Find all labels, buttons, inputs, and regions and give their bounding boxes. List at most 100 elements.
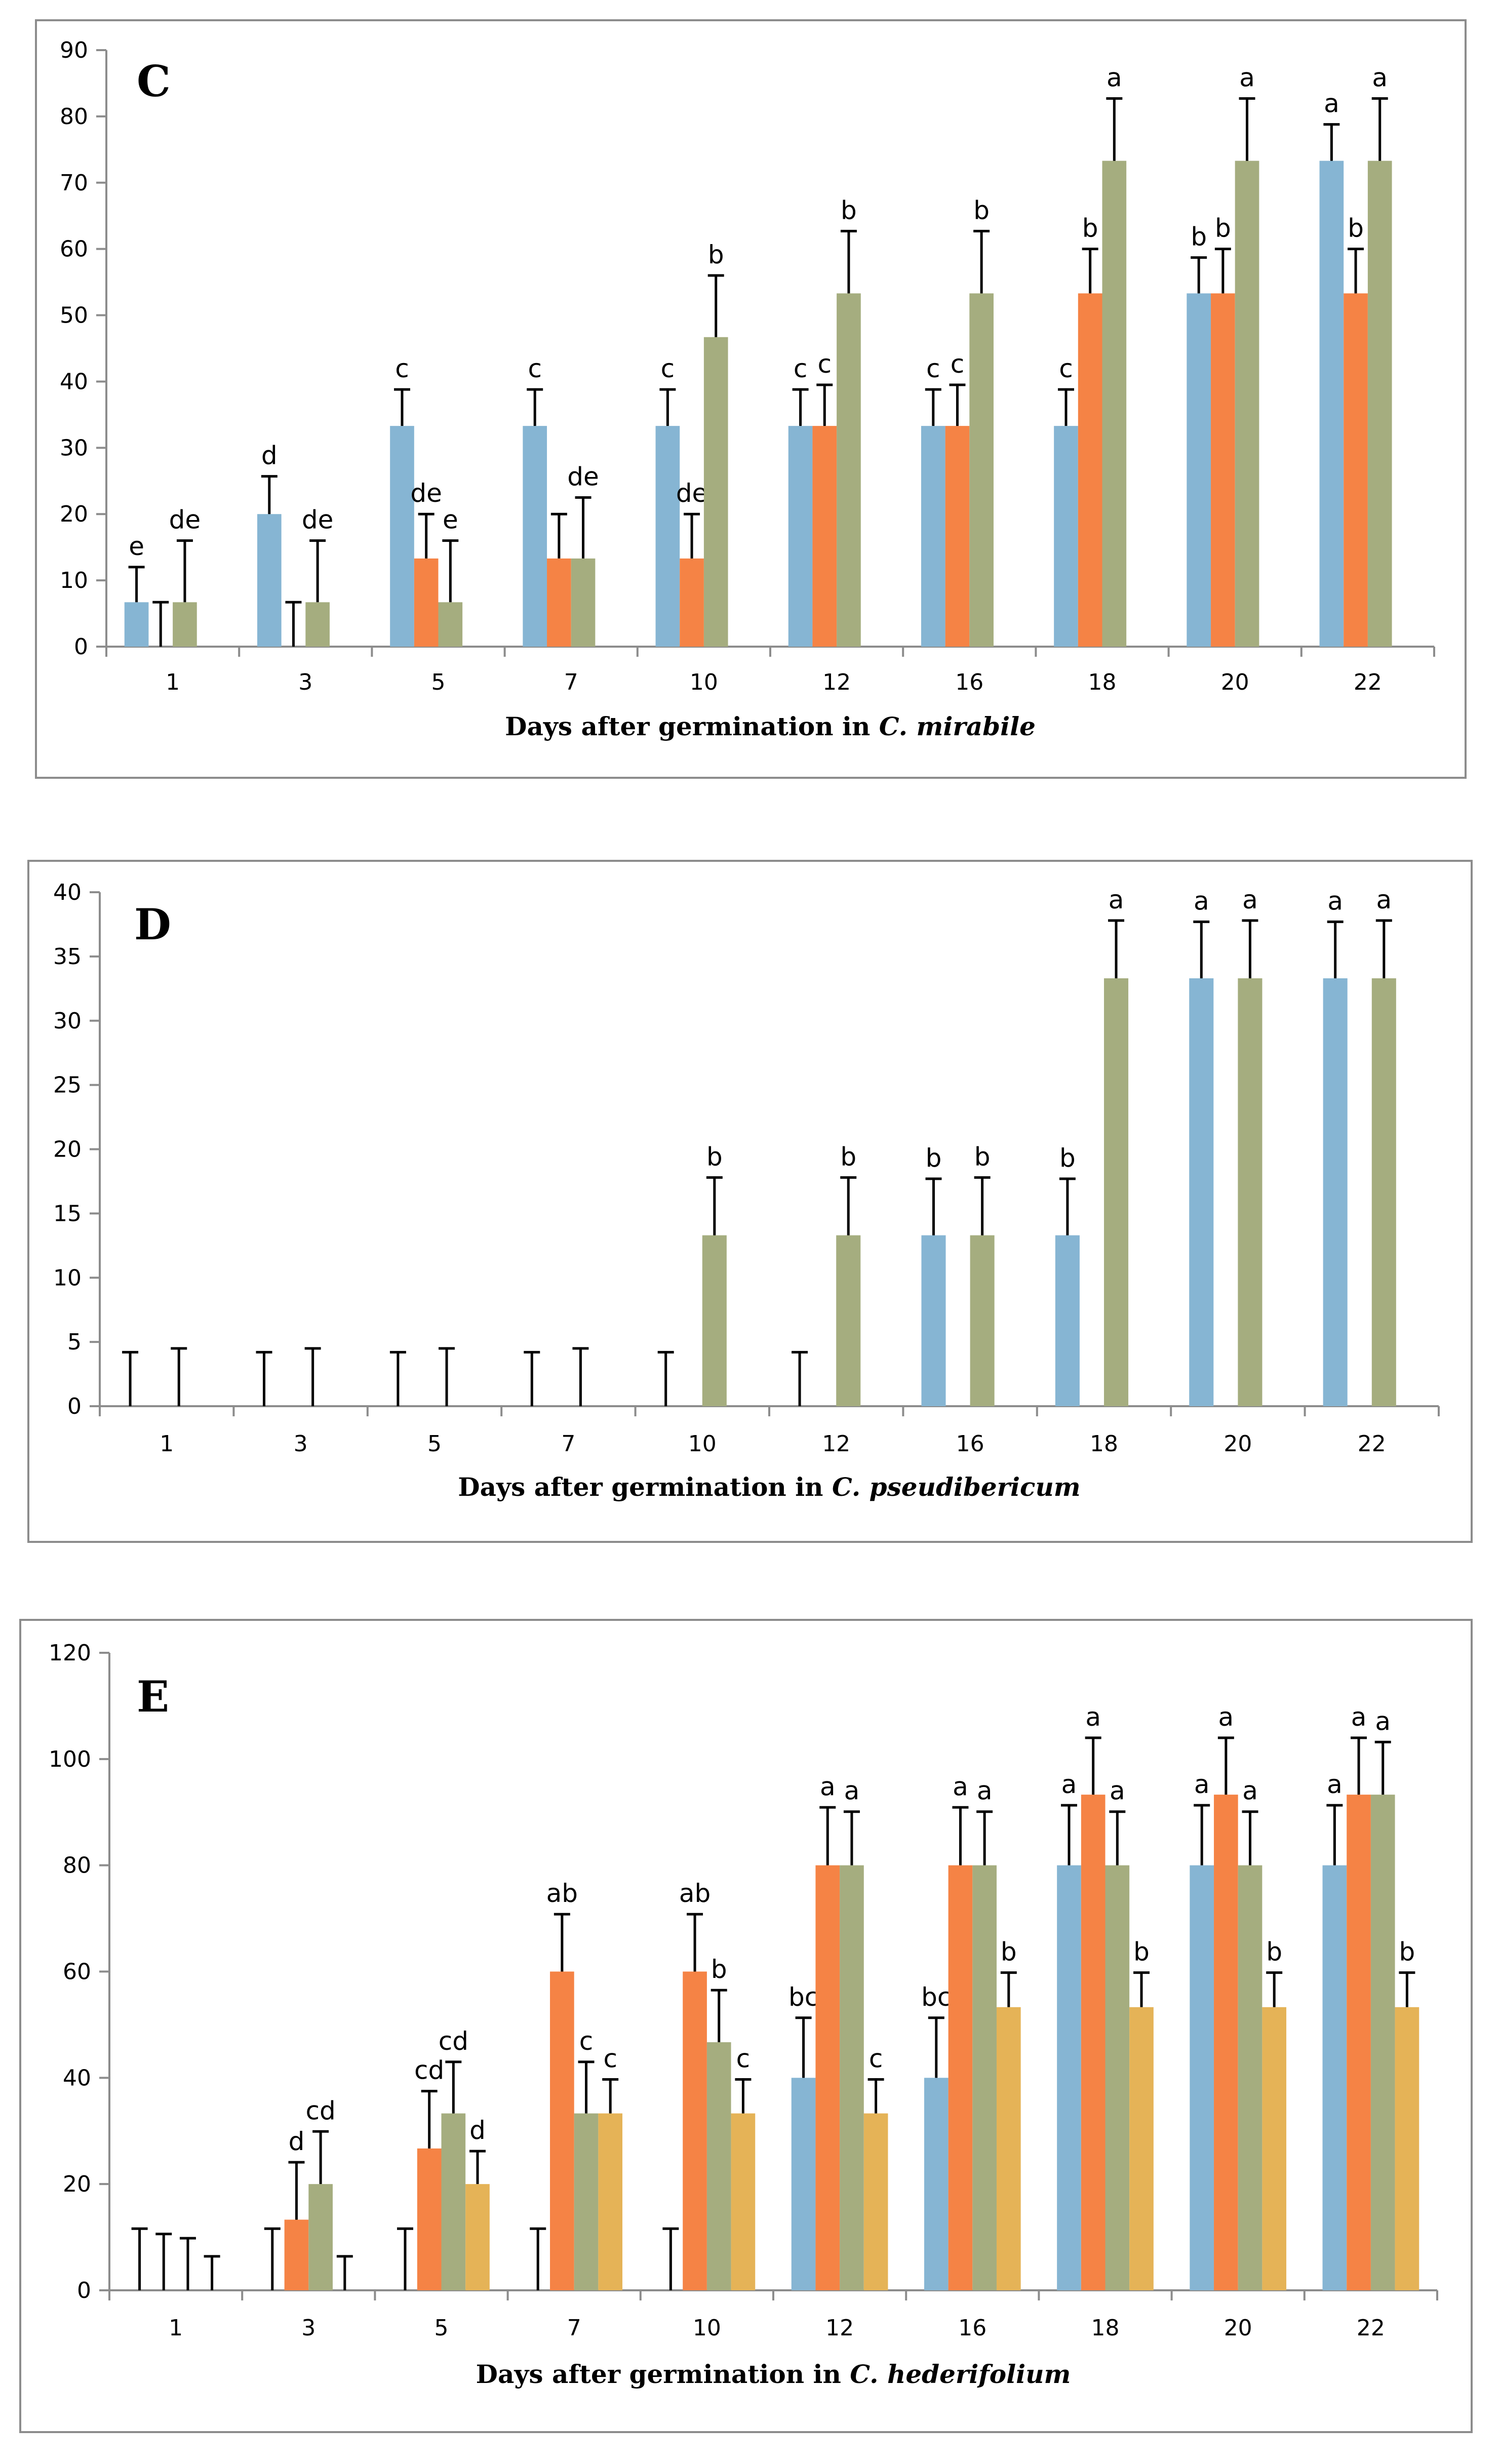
x-tick-label: 22 (1357, 2315, 1385, 2341)
significance-label: bc (788, 1982, 818, 2012)
bar (173, 602, 197, 647)
significance-label: a (1107, 63, 1122, 93)
bar (1189, 978, 1214, 1406)
x-tick-label: 12 (822, 669, 851, 695)
significance-label: de (169, 505, 201, 535)
bar (523, 426, 547, 647)
bar (257, 514, 282, 647)
bar (1344, 293, 1368, 647)
y-tick-label: 60 (63, 1959, 91, 1985)
significance-label: c (528, 354, 542, 383)
y-tick-label: 20 (53, 1137, 82, 1163)
bar (840, 1865, 864, 2290)
significance-label: b (1191, 222, 1207, 252)
significance-label: b (840, 1142, 856, 1171)
significance-label: a (1194, 1770, 1210, 1799)
significance-label: a (1109, 885, 1124, 915)
bar (791, 2078, 816, 2290)
significance-label: de (567, 462, 599, 492)
significance-label: b (1266, 1937, 1282, 1967)
bar (680, 558, 704, 647)
y-tick-label: 5 (67, 1329, 82, 1355)
bar (124, 602, 149, 647)
x-tick-label: 1 (160, 1431, 174, 1457)
bar (1370, 1795, 1395, 2290)
significance-label: a (1375, 1706, 1391, 1736)
significance-label: d (261, 441, 278, 470)
y-tick-label: 50 (60, 303, 88, 329)
significance-label: c (661, 354, 675, 383)
x-tick-label: 18 (1090, 1431, 1118, 1457)
significance-label: c (736, 2044, 751, 2073)
bar (1105, 1865, 1130, 2290)
x-axis-title-species: C. mirabile (879, 711, 1036, 741)
bar (1102, 161, 1127, 647)
bar (1211, 293, 1235, 647)
significance-label: bc (921, 1982, 951, 2012)
bar (837, 293, 861, 647)
x-tick-label: 1 (169, 2315, 183, 2341)
bar (731, 2113, 756, 2290)
y-tick-label: 60 (60, 236, 88, 262)
bar (1322, 1865, 1347, 2290)
bar (1238, 978, 1262, 1406)
x-tick-label: 16 (955, 669, 983, 695)
significance-label: a (1324, 89, 1339, 118)
bar (788, 426, 813, 647)
bar (1395, 2007, 1419, 2290)
significance-label: a (977, 1776, 993, 1806)
significance-label: d (289, 2127, 305, 2156)
significance-label: b (1399, 1937, 1415, 1967)
bar (1129, 2007, 1154, 2290)
y-tick-label: 10 (53, 1265, 82, 1291)
significance-label: a (1327, 1770, 1343, 1799)
significance-label: c (579, 2026, 594, 2056)
bar (390, 426, 414, 647)
significance-label: b (1001, 1937, 1017, 1967)
significance-label: c (869, 2044, 883, 2073)
x-axis-title: Days after germination in C. hederifoliu… (476, 2359, 1071, 2389)
significance-label: de (410, 479, 442, 508)
x-tick-label: 7 (564, 669, 578, 695)
y-tick-label: 10 (60, 568, 88, 593)
x-tick-label: 3 (298, 669, 312, 695)
significance-label: b (1082, 214, 1098, 243)
y-tick-label: 20 (63, 2171, 91, 2197)
significance-label: de (676, 479, 708, 508)
x-tick-label: 1 (166, 669, 180, 695)
x-tick-label: 16 (958, 2315, 986, 2341)
y-tick-label: 0 (74, 634, 88, 660)
x-tick-label: 12 (822, 1431, 850, 1457)
panel-letter: D (134, 899, 171, 949)
significance-label: cd (439, 2026, 468, 2056)
significance-label: cd (414, 2056, 444, 2085)
bar (550, 1971, 574, 2290)
significance-label: a (1372, 63, 1388, 93)
significance-label: b (926, 1143, 942, 1173)
bar (945, 426, 970, 647)
significance-label: a (1242, 1776, 1258, 1806)
y-tick-label: 15 (53, 1201, 82, 1226)
bar (812, 426, 837, 647)
x-tick-label: 10 (688, 1431, 717, 1457)
bar (996, 2007, 1021, 2290)
series-1: bc bca a a (131, 1770, 1347, 2290)
y-tick-label: 120 (49, 1640, 91, 1666)
x-tick-label: 18 (1091, 2315, 1120, 2341)
significance-label: c (951, 349, 965, 379)
significance-label: a (1242, 885, 1258, 915)
bar (414, 558, 439, 647)
x-tick-label: 16 (956, 1431, 984, 1457)
series-4: dc c cb b b b (204, 1937, 1419, 2290)
y-tick-label: 0 (67, 1394, 82, 1419)
bar (1371, 978, 1396, 1406)
y-tick-label: 0 (77, 2278, 91, 2303)
y-tick-label: 35 (53, 944, 82, 970)
bar (1187, 293, 1211, 647)
series-2: de dec cb b b (152, 214, 1368, 647)
